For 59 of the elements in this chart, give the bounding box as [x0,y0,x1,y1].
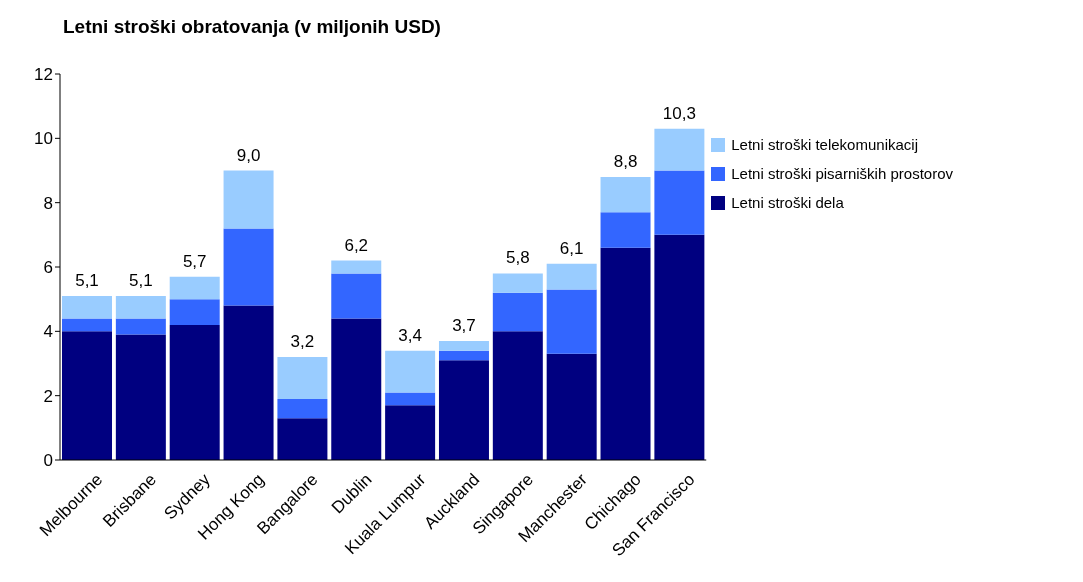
bar [277,357,328,399]
y-tick-label: 6 [43,258,53,278]
y-tick-label: 0 [43,451,53,471]
bar [223,228,274,306]
bar [62,318,112,332]
total-label: 5,8 [506,248,530,268]
bar [277,418,328,460]
bar [600,212,651,248]
bar [331,273,382,319]
bar [385,392,436,406]
y-tick-label: 8 [43,193,53,213]
bar [331,318,382,460]
total-label: 3,4 [398,325,422,345]
bar [546,263,597,290]
legend-label: Letni stroški telekomunikacij [731,136,918,153]
total-label: 8,8 [613,151,638,171]
bar [62,331,112,460]
bar [438,340,489,351]
bar [492,292,543,332]
bar [654,170,705,235]
bar [654,234,705,460]
bar [600,176,651,213]
bar [277,398,328,419]
legend-label: Letni stroški dela [731,194,844,211]
total-label: 6,1 [559,238,584,258]
bar [331,260,382,274]
bar [654,128,705,171]
total-label: 10,3 [662,103,696,123]
bar [115,295,166,319]
bar [385,350,436,393]
y-tick-label: 12 [34,65,53,85]
bar [492,331,543,460]
bar [438,350,489,361]
bar [223,170,274,229]
bar [438,360,489,460]
y-tick-label: 10 [34,129,53,149]
bar [492,273,543,293]
chart-title: Letni stroški obratovanja (v miljonih USD) [62,15,442,39]
total-label: 5,1 [75,270,99,290]
bar [546,289,597,354]
total-label: 5,7 [182,251,207,271]
bar [115,318,166,335]
bar [546,353,597,460]
bar [62,295,112,319]
bar [115,334,166,460]
total-label: 3,7 [452,315,476,335]
total-label: 9,0 [236,145,261,165]
bar [223,305,274,460]
y-tick-label: 2 [43,386,53,406]
total-label: 3,2 [290,332,315,352]
bar [169,276,220,300]
bar [600,247,651,460]
bar [169,324,220,460]
bar [385,405,436,460]
total-label: 5,1 [129,270,153,290]
total-label: 6,2 [344,235,369,255]
y-tick-label: 4 [43,322,53,342]
bar [169,299,220,325]
legend-label: Letni stroški pisarniških prostorov [731,165,953,182]
